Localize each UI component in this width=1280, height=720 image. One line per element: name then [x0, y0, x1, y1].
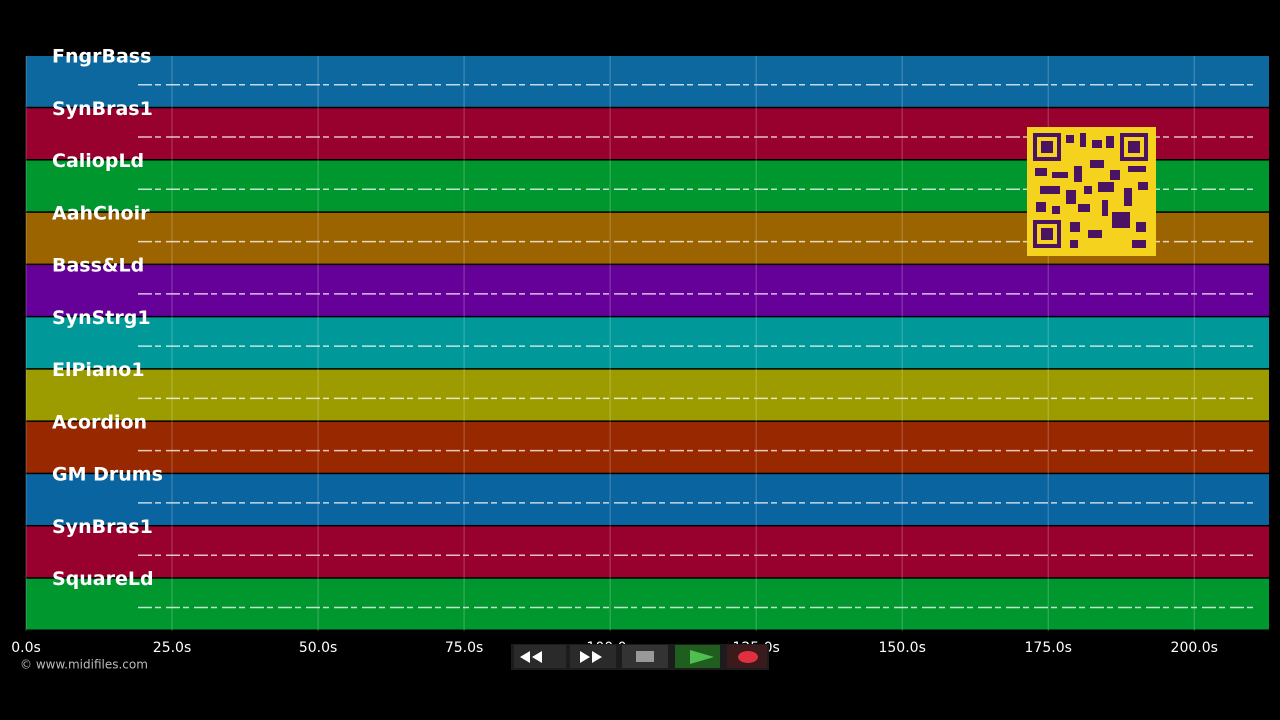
track-lane — [26, 369, 1269, 421]
play-button[interactable] — [675, 645, 720, 668]
tick-label: 50.0s — [299, 640, 337, 656]
track-name: ElPiano1 — [52, 359, 145, 381]
copyright: © www.midifiles.com — [20, 658, 148, 672]
track-lane — [26, 265, 1269, 316]
track-lane — [26, 317, 1269, 369]
track-name: SynBras1 — [52, 98, 153, 120]
tick-label: 25.0s — [153, 640, 191, 656]
tick-label: 75.0s — [445, 640, 483, 656]
track-lane — [26, 56, 1269, 107]
track-name: SynBras1 — [52, 516, 153, 538]
track-lane — [26, 578, 1269, 630]
track-name: CaliopLd — [52, 150, 144, 172]
track-name: AahChoir — [52, 202, 150, 224]
qr-code — [1027, 127, 1156, 256]
playback-controls — [511, 644, 769, 670]
track-lane — [26, 421, 1269, 473]
tick-label: 175.0s — [1025, 640, 1072, 656]
track-name: FngrBass — [52, 46, 151, 68]
tick-label: 0.0s — [11, 640, 41, 656]
forward-button[interactable] — [570, 645, 616, 668]
tick-label: 200.0s — [1171, 640, 1218, 656]
track-name: GM Drums — [52, 464, 163, 486]
rewind-button[interactable] — [514, 645, 566, 668]
track-name: Bass&Ld — [52, 255, 144, 277]
track-lane — [26, 526, 1269, 578]
track-name: SquareLd — [52, 568, 154, 590]
track-name: SynStrg1 — [52, 307, 151, 329]
stop-button[interactable] — [622, 645, 668, 668]
record-button[interactable] — [727, 645, 767, 668]
track-name: Acordion — [52, 411, 147, 433]
track-lane — [26, 474, 1269, 525]
tick-label: 150.0s — [878, 640, 925, 656]
